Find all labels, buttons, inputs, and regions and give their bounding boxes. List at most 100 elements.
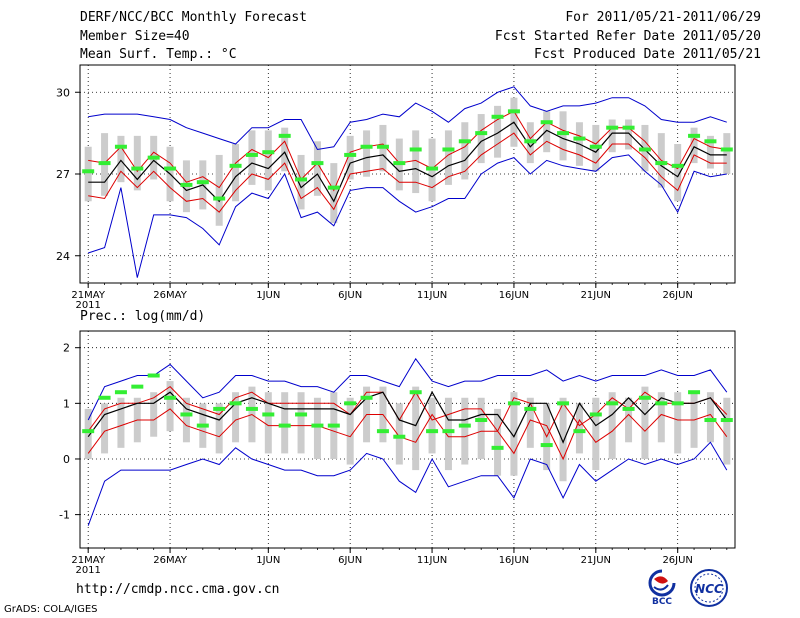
ensemble-box	[444, 130, 452, 185]
ensemble-box	[84, 146, 92, 202]
observed-marker	[622, 406, 635, 411]
x-tick-label: 16JUN	[499, 290, 529, 301]
lower-spread-line	[88, 132, 727, 213]
observed-marker	[98, 161, 111, 166]
ensemble-box	[297, 392, 305, 454]
ensemble-box	[428, 397, 436, 454]
ensemble-box	[297, 154, 305, 210]
ensemble-box	[412, 130, 420, 194]
ensemble-box	[313, 397, 321, 459]
x-tick-label: 21MAY	[71, 555, 105, 566]
observed-marker	[557, 131, 570, 136]
observed-marker	[229, 401, 242, 406]
observed-marker	[245, 152, 258, 157]
observed-marker	[295, 177, 308, 182]
observed-marker	[688, 390, 701, 395]
upper-spread-line	[87, 385, 728, 438]
ensemble-box	[494, 105, 502, 158]
observed-marker	[114, 144, 127, 149]
y-tick-label: 24	[56, 250, 70, 263]
ncc-logo-icon: NCC	[690, 569, 728, 607]
chart-title: DERF/NCC/BCC Monthly Forecast	[80, 10, 307, 25]
observed-marker	[147, 373, 160, 378]
observed-marker	[229, 163, 242, 168]
observed-marker	[655, 161, 668, 166]
ensemble-box	[117, 135, 125, 183]
ensemble-box	[674, 392, 682, 454]
x-year-label: 2011	[75, 565, 100, 576]
ensemble-box	[232, 392, 240, 443]
ensemble-box	[444, 397, 452, 471]
observed-marker	[491, 445, 504, 450]
ensemble-box	[281, 392, 289, 454]
panel-frame-1	[79, 330, 736, 549]
ensemble-box	[232, 144, 240, 202]
observed-marker	[164, 395, 177, 400]
observed-marker	[638, 395, 651, 400]
ensemble-mean-line	[88, 121, 727, 203]
y-tick-label: 2	[63, 342, 70, 355]
ensemble-box	[461, 397, 469, 465]
bcc-logo-icon: BCC	[648, 569, 676, 607]
observed-marker	[327, 423, 340, 428]
observed-marker	[475, 131, 488, 136]
ensemble-box	[559, 397, 567, 482]
ensemble-box	[494, 408, 502, 476]
observed-marker	[409, 390, 422, 395]
x-tick-label: 6JUN	[338, 555, 362, 566]
observed-marker	[82, 169, 95, 174]
x-tick-label: 11JUN	[417, 555, 447, 566]
observed-marker	[295, 412, 308, 417]
x-tick-label: 1JUN	[256, 555, 280, 566]
observed-marker	[589, 144, 602, 149]
upper-spread-line	[88, 110, 727, 192]
ensemble-box	[363, 130, 371, 177]
x-tick-label: 26MAY	[153, 555, 187, 566]
observed-marker	[573, 136, 586, 141]
ensemble-box	[182, 397, 190, 443]
observed-marker	[426, 429, 439, 434]
observed-marker	[442, 429, 455, 434]
observed-marker	[262, 150, 275, 155]
fcst-produced-label: Fcst Produced Date 2011/05/21	[534, 47, 761, 62]
x-tick-label: 21JUN	[581, 290, 611, 301]
observed-marker	[507, 109, 520, 114]
ensemble-box	[608, 119, 616, 153]
ensemble-box	[657, 392, 665, 443]
observed-marker	[704, 418, 717, 423]
ensemble-box	[346, 397, 354, 465]
observed-marker	[540, 443, 553, 448]
ensemble-box	[706, 135, 714, 169]
observed-marker	[540, 120, 553, 125]
observed-marker	[213, 196, 226, 201]
ensemble-box	[117, 397, 125, 448]
y-tick-label: 30	[56, 86, 70, 99]
ncc-logo-text: NCC	[695, 582, 723, 596]
observed-marker	[507, 401, 520, 406]
observed-marker	[393, 434, 406, 439]
footer-url[interactable]: http://cmdp.ncc.cma.gov.cn	[76, 582, 280, 597]
observed-marker	[671, 401, 684, 406]
observed-marker	[82, 429, 95, 434]
observed-marker	[426, 166, 439, 171]
ensemble-box	[625, 397, 633, 443]
observed-marker	[704, 139, 717, 144]
observed-marker	[606, 401, 619, 406]
x-tick-label: 21JUN	[581, 555, 611, 566]
ensemble-box	[477, 114, 485, 164]
bcc-logo-text: BCC	[652, 597, 672, 607]
ensemble-box	[723, 133, 731, 174]
ensemble-box	[559, 111, 567, 161]
ensemble-box	[313, 141, 321, 196]
observed-marker	[262, 412, 275, 417]
ensemble-box	[575, 403, 583, 454]
observed-marker	[376, 429, 389, 434]
y-tick-label: -1	[59, 509, 70, 522]
ensemble-box	[133, 135, 141, 191]
observed-marker	[196, 423, 209, 428]
x-tick-label: 21MAY	[71, 290, 105, 301]
observed-marker	[458, 423, 471, 428]
member-size-label: Member Size=40	[80, 29, 190, 44]
observed-marker	[409, 147, 422, 152]
